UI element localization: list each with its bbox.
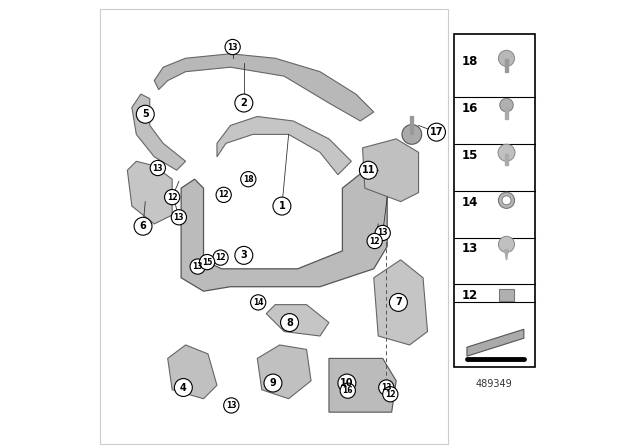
Circle shape bbox=[241, 172, 256, 187]
Text: 13: 13 bbox=[193, 262, 203, 271]
Text: 12: 12 bbox=[385, 390, 396, 399]
Text: 12: 12 bbox=[215, 253, 226, 262]
Polygon shape bbox=[266, 305, 329, 336]
Circle shape bbox=[428, 123, 445, 141]
Circle shape bbox=[360, 161, 378, 179]
Text: 14: 14 bbox=[461, 196, 478, 209]
Circle shape bbox=[500, 99, 513, 112]
Polygon shape bbox=[467, 329, 524, 356]
Circle shape bbox=[190, 259, 205, 274]
Circle shape bbox=[150, 160, 166, 176]
Text: 1: 1 bbox=[278, 201, 285, 211]
Text: 3: 3 bbox=[241, 250, 247, 260]
Text: 10: 10 bbox=[340, 378, 354, 388]
Polygon shape bbox=[329, 358, 396, 412]
Bar bbox=[505, 59, 508, 72]
Text: 489349: 489349 bbox=[476, 379, 513, 388]
Bar bbox=[505, 107, 508, 119]
Circle shape bbox=[390, 293, 408, 311]
FancyBboxPatch shape bbox=[454, 34, 535, 367]
Circle shape bbox=[136, 105, 154, 123]
Text: 13: 13 bbox=[378, 228, 388, 237]
Text: 5: 5 bbox=[142, 109, 148, 119]
Polygon shape bbox=[505, 250, 508, 260]
Circle shape bbox=[498, 144, 515, 161]
Circle shape bbox=[235, 94, 253, 112]
Circle shape bbox=[134, 217, 152, 235]
Circle shape bbox=[402, 125, 422, 144]
Text: 13: 13 bbox=[381, 383, 392, 392]
Text: 12: 12 bbox=[369, 237, 380, 246]
Circle shape bbox=[367, 233, 382, 249]
Polygon shape bbox=[181, 170, 387, 291]
Circle shape bbox=[379, 380, 394, 395]
Circle shape bbox=[174, 379, 193, 396]
Text: 4: 4 bbox=[180, 383, 187, 392]
Text: 13: 13 bbox=[152, 164, 163, 172]
Polygon shape bbox=[154, 54, 374, 121]
Circle shape bbox=[499, 236, 515, 252]
Circle shape bbox=[216, 187, 231, 202]
Text: 6: 6 bbox=[140, 221, 147, 231]
Text: 13: 13 bbox=[173, 213, 184, 222]
Circle shape bbox=[499, 50, 515, 66]
Circle shape bbox=[213, 250, 228, 265]
Polygon shape bbox=[374, 260, 428, 345]
Text: 15: 15 bbox=[202, 258, 212, 267]
Text: 11: 11 bbox=[362, 165, 375, 175]
Circle shape bbox=[264, 374, 282, 392]
Text: 16: 16 bbox=[342, 386, 353, 395]
Text: 16: 16 bbox=[461, 102, 478, 115]
Circle shape bbox=[502, 196, 511, 205]
Polygon shape bbox=[132, 94, 186, 170]
Circle shape bbox=[338, 374, 356, 392]
Polygon shape bbox=[362, 139, 419, 202]
Text: 8: 8 bbox=[286, 318, 293, 327]
Text: 13: 13 bbox=[226, 401, 237, 410]
Text: 2: 2 bbox=[241, 98, 247, 108]
Circle shape bbox=[340, 383, 355, 398]
Circle shape bbox=[375, 225, 390, 241]
Circle shape bbox=[280, 314, 298, 332]
Circle shape bbox=[273, 197, 291, 215]
Circle shape bbox=[499, 192, 515, 208]
Text: 7: 7 bbox=[395, 297, 402, 307]
Polygon shape bbox=[217, 116, 351, 175]
Text: 18: 18 bbox=[243, 175, 253, 184]
Circle shape bbox=[200, 254, 215, 270]
Bar bbox=[499, 289, 514, 301]
Circle shape bbox=[172, 210, 186, 225]
Text: 13: 13 bbox=[461, 242, 478, 255]
Text: 9: 9 bbox=[269, 378, 276, 388]
Circle shape bbox=[225, 39, 240, 55]
Circle shape bbox=[383, 387, 398, 402]
Circle shape bbox=[235, 246, 253, 264]
Circle shape bbox=[164, 190, 180, 205]
Text: 13: 13 bbox=[227, 43, 238, 52]
Bar bbox=[505, 154, 508, 165]
Text: 12: 12 bbox=[461, 289, 478, 302]
Text: 12: 12 bbox=[167, 193, 177, 202]
Polygon shape bbox=[127, 161, 172, 224]
Text: 12: 12 bbox=[218, 190, 229, 199]
Text: 17: 17 bbox=[429, 127, 444, 137]
Polygon shape bbox=[168, 345, 217, 399]
Text: 18: 18 bbox=[461, 56, 478, 69]
Circle shape bbox=[224, 398, 239, 413]
Text: 14: 14 bbox=[253, 298, 264, 307]
Bar bbox=[410, 116, 413, 134]
Polygon shape bbox=[257, 345, 311, 399]
Circle shape bbox=[250, 295, 266, 310]
Text: 15: 15 bbox=[461, 149, 478, 162]
